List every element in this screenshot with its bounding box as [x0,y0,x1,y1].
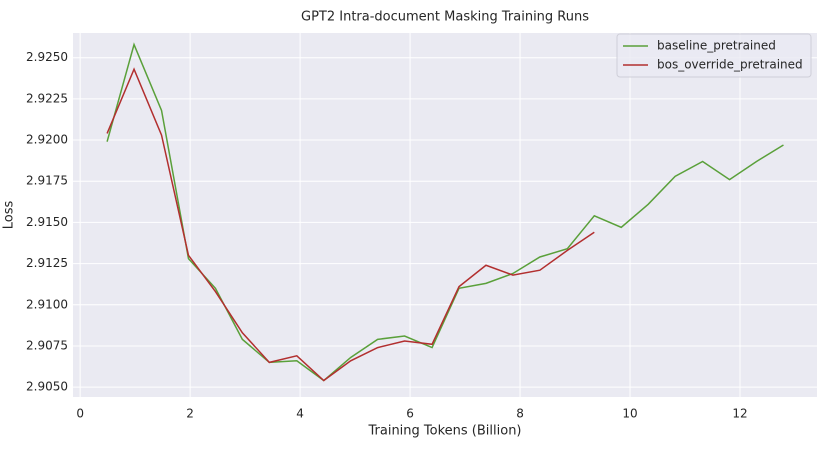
chart-title: GPT2 Intra-document Masking Training Run… [301,10,589,25]
x-axis-label: Training Tokens (Billion) [367,424,521,439]
series-line [106,42,784,382]
plot-area [73,33,817,397]
x-tick-label: 2 [186,407,194,421]
x-tick-label: 4 [296,407,304,421]
y-tick-label: 2.9250 [26,50,68,64]
x-tick-label: 12 [732,407,747,421]
legend: baseline_pretrained bos_override_pretrain… [616,33,812,78]
y-tick-label: 2.9150 [26,215,68,229]
legend-box [616,33,812,78]
y-tick-label: 2.9075 [26,338,68,352]
y-tick-label: 2.9100 [26,297,68,311]
legend-label: bos_override_pretrained [657,58,803,72]
y-tick-label: 2.9125 [26,256,68,270]
x-tick-label: 8 [516,407,524,421]
lines [106,42,784,382]
y-axis-label: Loss [2,201,17,230]
y-tick-label: 2.9200 [26,133,68,147]
y-tick-label: 2.9175 [26,174,68,188]
x-tick-label: 6 [406,407,414,421]
x-tick-label: 0 [76,407,84,421]
series-line [106,67,595,382]
grid [73,33,817,397]
legend-label: baseline_pretrained [657,39,776,53]
x-tick-label: 10 [622,407,637,421]
y-tick-label: 2.9225 [26,91,68,105]
y-tick-label: 2.9050 [26,380,68,394]
